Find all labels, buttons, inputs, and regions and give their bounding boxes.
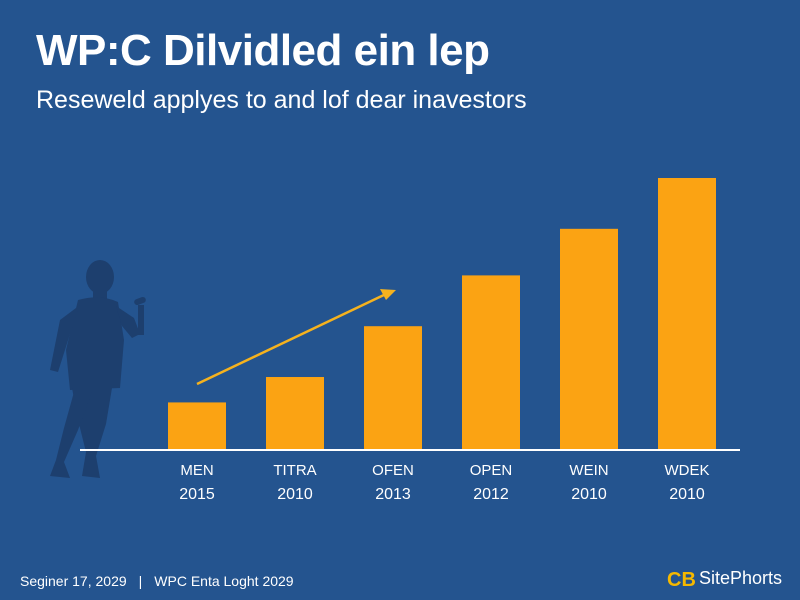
year-labels: 2015 2010 2013 2012 2010 2010	[179, 486, 705, 503]
footer: Seginer 17, 2029 | WPC Enta Loght 2029	[20, 573, 294, 589]
bar-titra	[266, 377, 324, 449]
brand: CB SitePhorts	[667, 568, 782, 589]
year-label: 2013	[375, 486, 411, 503]
year-label: 2010	[571, 486, 607, 503]
speaker-silhouette-with-microphone-icon	[50, 260, 146, 478]
brand-name: SitePhorts	[698, 568, 782, 588]
bar-wein	[560, 228, 618, 449]
category-labels: MEN TITRA OFEN OPEN WEIN WDEK	[180, 462, 709, 479]
year-label: 2012	[473, 486, 509, 503]
year-label: 2010	[669, 486, 705, 503]
bar-men	[168, 402, 226, 449]
category-label: TITRA	[273, 462, 316, 479]
year-label: 2015	[179, 486, 215, 503]
year-label: 2010	[277, 486, 313, 503]
footer-caption: WPC Enta Loght 2029	[154, 573, 294, 589]
brand-logo-icon: CB	[667, 569, 695, 589]
bar-ofen	[364, 326, 422, 449]
chart-title: WP:C Dilvidled ein lep	[36, 26, 490, 75]
footer-date: Seginer 17, 2029	[20, 573, 127, 589]
category-label: WDEK	[665, 462, 710, 479]
bars-layer	[168, 178, 716, 449]
category-label: OPEN	[470, 462, 513, 479]
category-label: OFEN	[372, 462, 414, 479]
trend-arrow	[196, 289, 396, 386]
brand-logo-text: CB	[667, 569, 695, 589]
bar-wdek	[658, 178, 716, 449]
footer-separator: |	[138, 573, 143, 589]
bar-open	[462, 275, 520, 449]
category-label: WEIN	[569, 462, 608, 479]
category-label: MEN	[180, 462, 213, 479]
chart-subtitle: Reseweld applyes to and lof dear inavest…	[36, 86, 527, 114]
